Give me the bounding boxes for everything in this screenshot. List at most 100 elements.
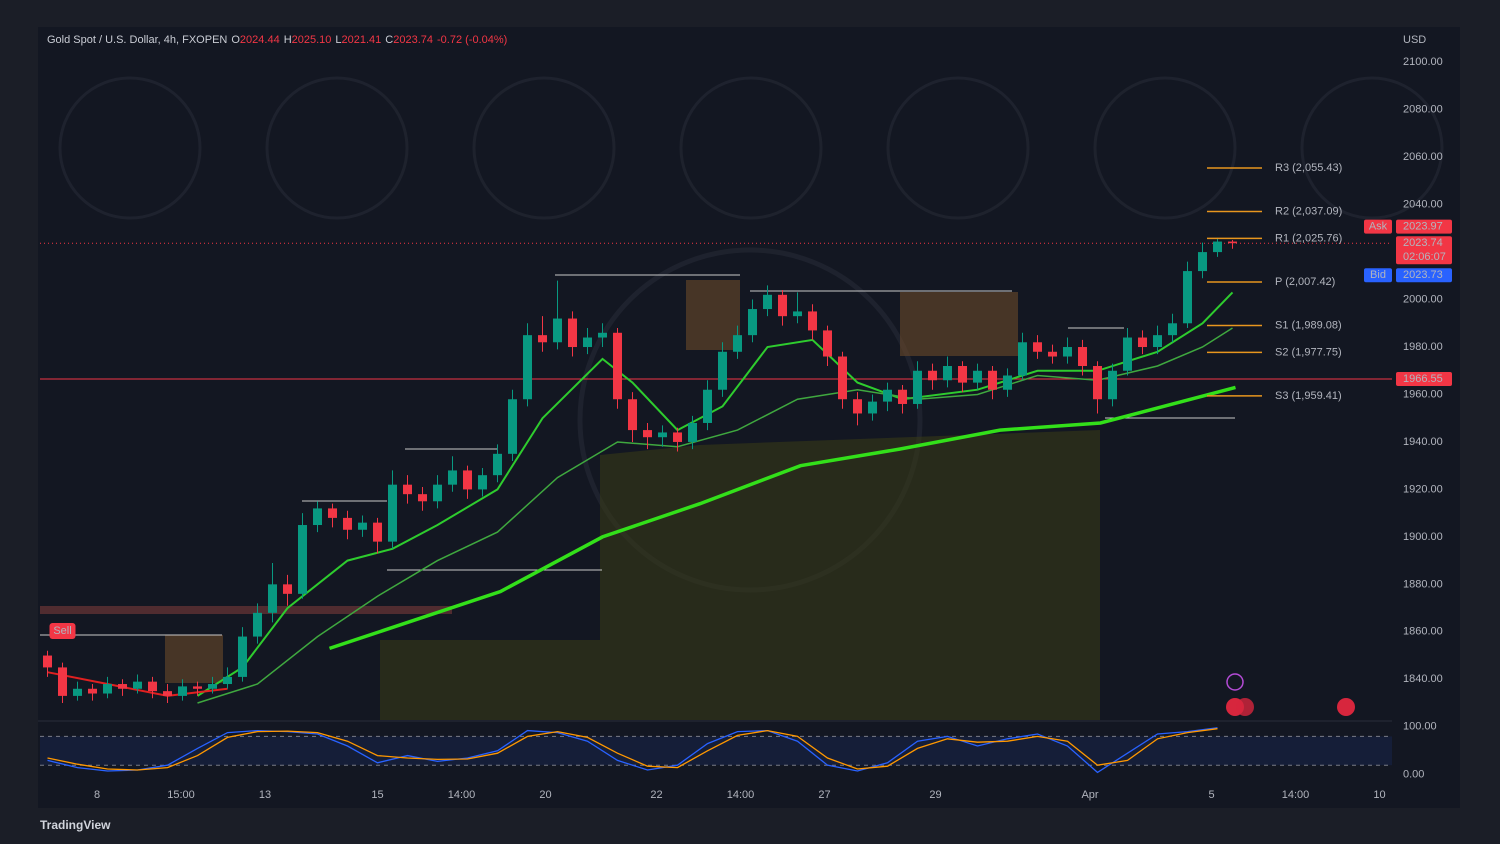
candle-body <box>343 517 352 530</box>
candle-body <box>373 522 382 542</box>
candle <box>373 517 382 554</box>
candle-body <box>898 389 907 404</box>
candle <box>1018 332 1027 381</box>
candle-body <box>553 318 562 343</box>
candle-body <box>718 351 727 390</box>
candle <box>133 674 142 694</box>
y-tick-label: 1940.00 <box>1403 436 1443 448</box>
candle-body <box>568 318 577 348</box>
symbol: Gold Spot / U.S. Dollar, 4h, FXOPEN <box>47 34 228 46</box>
x-tick-label: 5 <box>1208 789 1214 801</box>
candle-body <box>1093 366 1102 400</box>
candle-body <box>853 399 862 414</box>
candle <box>148 676 157 699</box>
candle <box>868 394 877 421</box>
candle-body <box>643 430 652 438</box>
candle-body <box>73 688 82 696</box>
pivot-label: S3 (1,959.41) <box>1275 390 1342 402</box>
bid-tag <box>1396 268 1452 283</box>
y-tick-label: 1880.00 <box>1403 578 1443 590</box>
candle <box>598 323 607 348</box>
candle-body <box>403 484 412 495</box>
candle <box>358 515 367 537</box>
candle <box>973 363 982 390</box>
candle-body <box>973 370 982 383</box>
ask-tag <box>1396 219 1452 234</box>
candle <box>988 366 997 400</box>
candle-body <box>1138 337 1147 348</box>
x-tick-label: 27 <box>818 789 830 801</box>
ohlc-field: O2024.44 <box>231 34 279 46</box>
candle <box>553 280 562 350</box>
candle <box>238 627 247 682</box>
ohlc-field: L2021.41 <box>335 34 381 46</box>
candle-body <box>298 525 307 594</box>
x-tick-label: 15:00 <box>167 789 195 801</box>
x-tick-label: 14:00 <box>448 789 476 801</box>
candle-body <box>1003 375 1012 390</box>
candle-body <box>823 330 832 357</box>
y-tick-label: 2000.00 <box>1403 293 1443 305</box>
candle-body <box>1228 241 1237 244</box>
candle-body <box>223 676 232 685</box>
y-tick-label: 2100.00 <box>1403 56 1443 68</box>
candle <box>538 316 547 352</box>
candle <box>1078 339 1087 376</box>
y-tick-label: 2040.00 <box>1403 199 1443 211</box>
candle <box>163 684 172 704</box>
candle <box>1093 361 1102 414</box>
candle-body <box>808 311 817 331</box>
candle <box>298 513 307 599</box>
moving-average <box>328 385 1236 651</box>
last-price-value: 2023.74 <box>1403 237 1443 249</box>
candle <box>1123 328 1132 376</box>
x-tick-label: 14:00 <box>727 789 755 801</box>
candle-body <box>658 432 667 438</box>
candle-body <box>133 681 142 689</box>
candle <box>643 422 652 450</box>
pivot-label: S2 (1,977.75) <box>1275 346 1342 358</box>
y-tick-label: 1960.00 <box>1403 388 1443 400</box>
candle <box>448 456 457 492</box>
candle-body <box>1048 351 1057 357</box>
candle <box>733 325 742 359</box>
candle-body <box>943 366 952 381</box>
candle <box>1213 237 1222 257</box>
candle-body <box>448 470 457 485</box>
bid-name-tag <box>1364 268 1392 283</box>
candle-body <box>313 508 322 526</box>
candle <box>58 662 67 704</box>
zone-box <box>686 280 740 350</box>
shaded-zone <box>380 430 1100 720</box>
y-tick-label: 1840.00 <box>1403 673 1443 685</box>
x-tick-label: Apr <box>1081 789 1098 801</box>
candle <box>193 681 202 696</box>
candle <box>673 427 682 452</box>
candle <box>103 676 112 699</box>
candle <box>613 328 622 409</box>
candle-body <box>883 389 892 402</box>
candle <box>1228 239 1237 249</box>
event-icons <box>1226 673 1355 716</box>
last-price-tag <box>1396 236 1452 265</box>
candle-body <box>43 655 52 668</box>
candle <box>928 363 937 390</box>
pivot-label: R3 (2,055.43) <box>1275 162 1342 174</box>
candle-body <box>1108 370 1117 400</box>
candle <box>658 425 667 447</box>
bid-value: 2023.73 <box>1403 269 1443 281</box>
candle-body <box>433 484 442 502</box>
candle <box>463 465 472 499</box>
candle-body <box>793 311 802 317</box>
candle-body <box>208 684 217 689</box>
candle <box>508 389 517 461</box>
candle-body <box>748 309 757 336</box>
candle <box>1138 330 1147 355</box>
ohlc-field: C2023.74 <box>385 34 433 46</box>
candle <box>268 562 277 623</box>
candle-body <box>688 422 697 442</box>
oscillator-line <box>47 727 1218 774</box>
candle <box>1003 368 1012 397</box>
candle <box>1048 344 1057 364</box>
change: -0.72 (-0.04%) <box>437 34 508 46</box>
